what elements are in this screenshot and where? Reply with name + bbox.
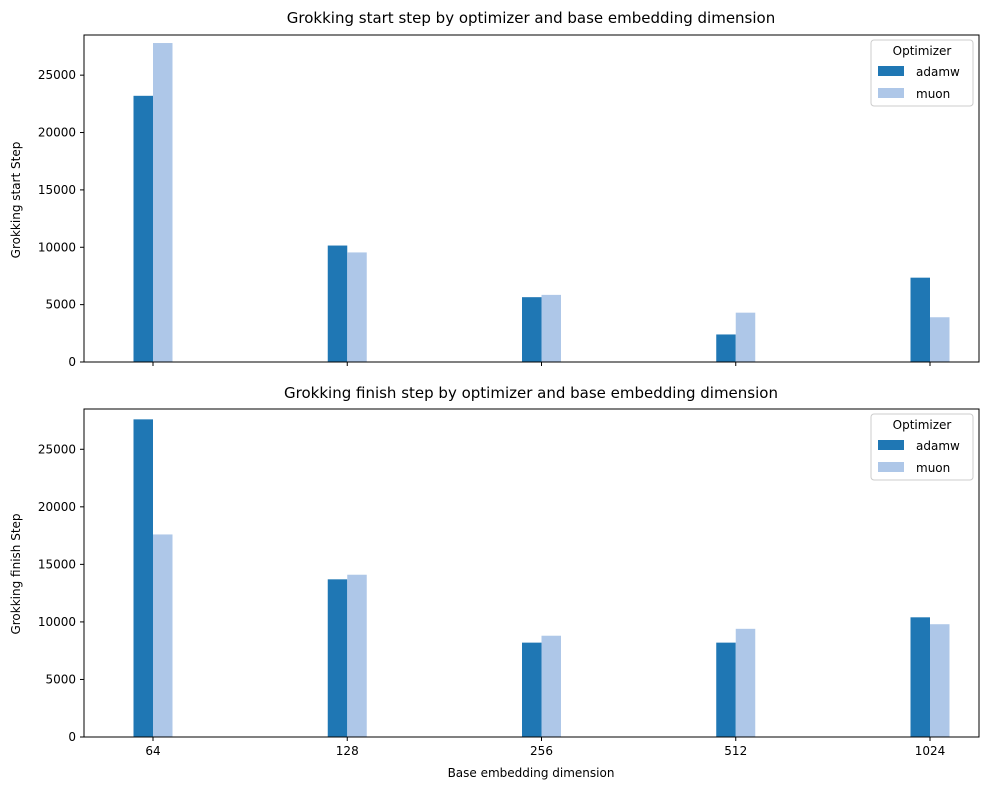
top-legend-label-adamw: adamw [916, 65, 960, 79]
top-bar-muon-1024 [930, 317, 950, 362]
bottom-axes-frame [83, 408, 980, 738]
bottom-x-tick-label-64: 64 [145, 744, 160, 758]
top-bar-muon-256 [541, 294, 561, 362]
bottom-y-tick-label-25000: 25000 [38, 442, 76, 456]
top-bar-adamw-1024 [910, 277, 930, 362]
top-y-tick-label-25000: 25000 [38, 68, 76, 82]
bottom-x-axis-label: Base embedding dimension [448, 766, 615, 780]
top-bar-muon-512 [735, 312, 756, 362]
bottom-bar-muon-128 [347, 574, 367, 737]
top-y-tick-label-20000: 20000 [38, 126, 76, 140]
bottom-bar-muon-1024 [930, 624, 950, 737]
bottom-x-tick-label-256: 256 [530, 744, 553, 758]
top-y-tick-label-5000: 5000 [45, 298, 76, 312]
top-bar-adamw-512 [716, 334, 736, 362]
top-legend-swatch-adamw [878, 66, 904, 76]
top-subplot-title: Grokking start step by optimizer and bas… [287, 9, 775, 27]
bottom-y-tick-label-20000: 20000 [38, 500, 76, 514]
bottom-x-tick-label-512: 512 [724, 744, 747, 758]
bottom-x-tick-label-1024: 1024 [915, 744, 946, 758]
top-y-tick-label-15000: 15000 [38, 183, 76, 197]
bottom-y-tick-label-5000: 5000 [45, 672, 76, 686]
bottom-x-ticks: 64 128 256 512 1024 [145, 737, 945, 758]
bottom-bar-adamw-1024 [910, 617, 930, 737]
bottom-legend-swatch-muon [878, 462, 904, 472]
top-legend: Optimizer adamw muon [870, 39, 974, 107]
top-bar-adamw-256 [522, 297, 542, 362]
bottom-x-tick-label-128: 128 [336, 744, 359, 758]
bottom-subplot: Grokking finish step by optimizer and ba… [9, 384, 980, 780]
bottom-bar-adamw-512 [716, 642, 736, 737]
top-y-tick-label-0: 0 [68, 355, 76, 369]
top-legend-title: Optimizer [893, 44, 952, 58]
bottom-y-ticks: 0 5000 10000 15000 20000 25000 [38, 442, 84, 744]
top-y-axis-label: Grokking start Step [9, 142, 23, 259]
bottom-legend-label-adamw: adamw [916, 439, 960, 453]
top-subplot: Grokking start step by optimizer and bas… [9, 9, 980, 369]
top-bar-adamw-128 [327, 245, 348, 362]
bottom-bars [133, 419, 950, 737]
bottom-legend-swatch-adamw [878, 440, 904, 450]
bottom-bar-muon-512 [735, 628, 756, 737]
top-bar-muon-64 [153, 43, 173, 362]
bottom-bar-adamw-128 [327, 579, 348, 737]
top-bars [133, 43, 950, 363]
top-axes-frame [83, 34, 980, 363]
top-bar-muon-128 [347, 252, 367, 362]
top-legend-swatch-muon [878, 88, 904, 98]
bottom-subplot-title: Grokking finish step by optimizer and ba… [284, 384, 778, 402]
bottom-bar-adamw-256 [522, 642, 542, 737]
top-y-ticks: 0 5000 10000 15000 20000 25000 [38, 68, 84, 369]
bottom-legend-title: Optimizer [893, 418, 952, 432]
bottom-y-tick-label-10000: 10000 [38, 615, 76, 629]
bottom-y-tick-label-15000: 15000 [38, 557, 76, 571]
bottom-legend-label-muon: muon [916, 461, 950, 475]
bottom-bar-muon-64 [153, 534, 173, 737]
top-x-ticks [152, 362, 931, 366]
bottom-bar-adamw-64 [133, 419, 153, 737]
bottom-bar-muon-256 [541, 635, 561, 737]
bottom-legend: Optimizer adamw muon [870, 413, 974, 481]
top-y-tick-label-10000: 10000 [38, 240, 76, 254]
top-bar-adamw-64 [133, 95, 153, 363]
bottom-y-axis-label: Grokking finish Step [9, 513, 23, 634]
bottom-y-tick-label-0: 0 [68, 730, 76, 744]
top-legend-label-muon: muon [916, 87, 950, 101]
